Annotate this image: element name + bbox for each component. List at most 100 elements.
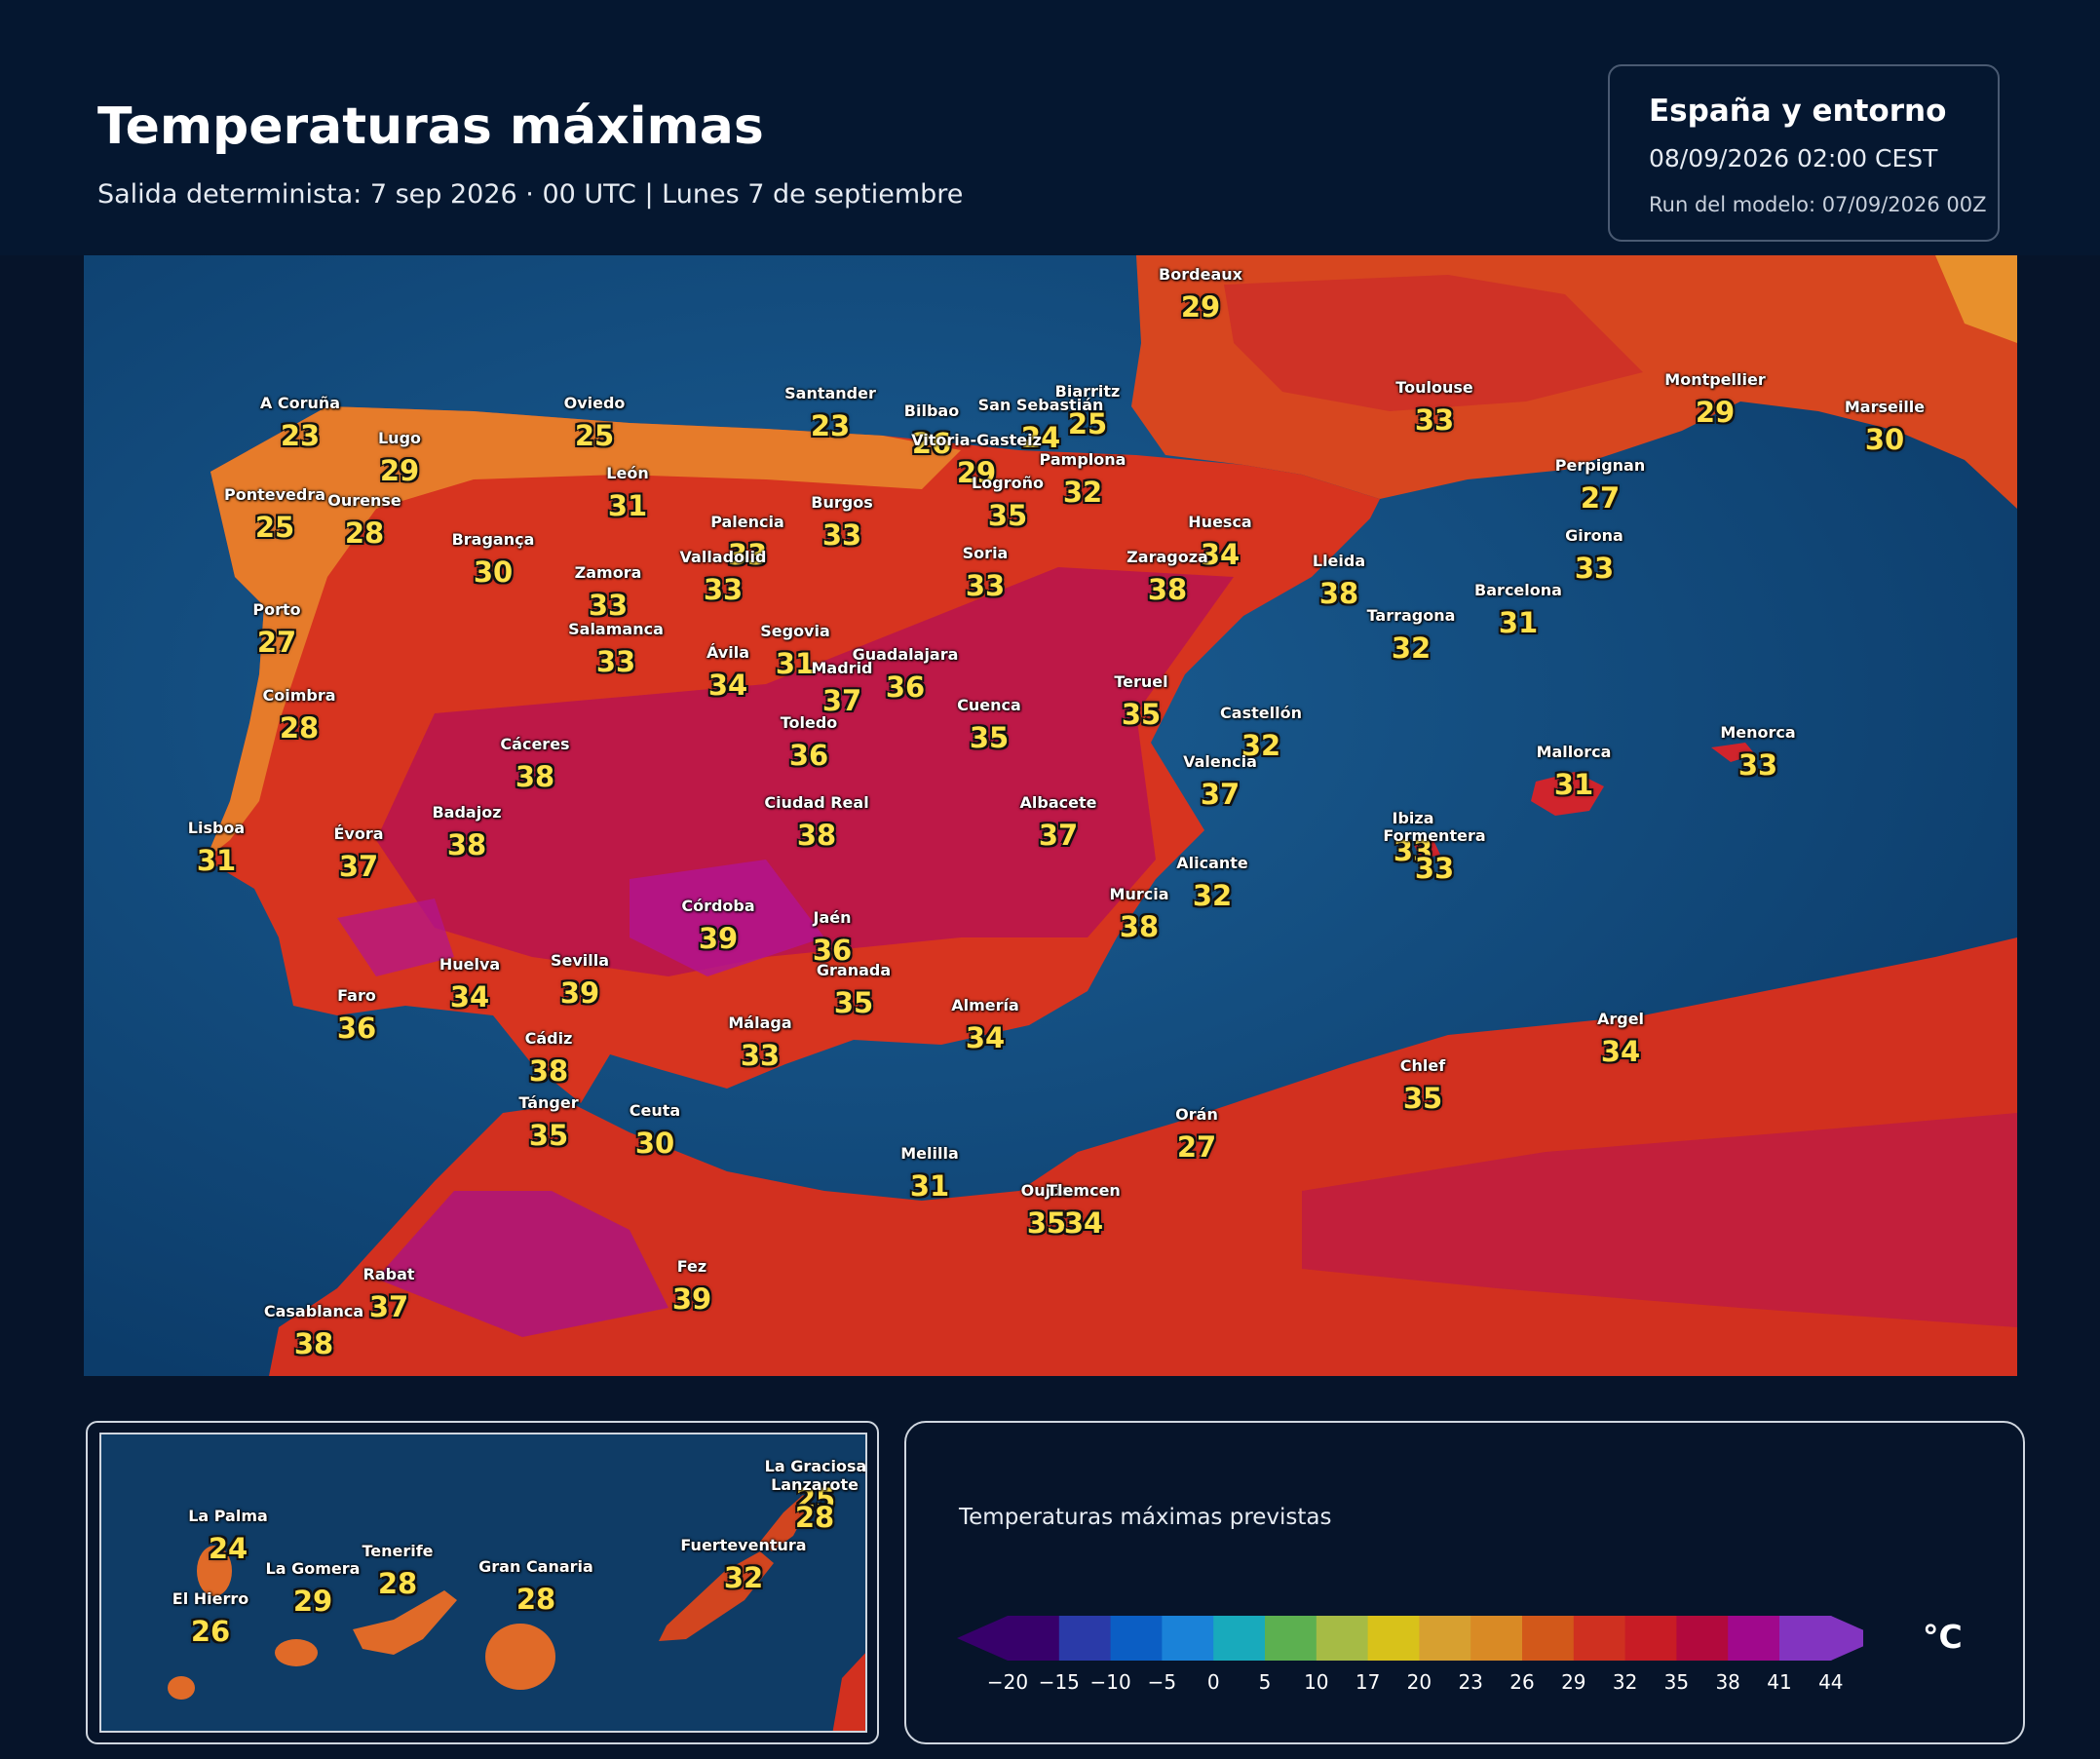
map-city-temp: 39 xyxy=(671,1282,712,1316)
map-city-temp: 33 xyxy=(965,569,1006,602)
map-city-temp: 34 xyxy=(707,669,748,702)
info-box: España y entorno 08/09/2026 02:00 CEST R… xyxy=(1608,64,2000,242)
map-city-name: Segovia xyxy=(760,622,830,640)
map-city-name: San Sebastián xyxy=(977,396,1104,414)
legend-tick-label: 29 xyxy=(1561,1670,1586,1694)
map-city-temp: 26 xyxy=(911,427,952,460)
map-city-name: Cádiz xyxy=(524,1029,573,1048)
legend-arrow-low xyxy=(957,1616,1008,1661)
temperature-map[interactable]: Bordeaux 29 Toulouse 33 Montpellier 29 Marseil… xyxy=(84,255,2017,1376)
map-city-temp: 31 xyxy=(1498,606,1539,639)
map-city-name: Montpellier xyxy=(1664,370,1766,389)
legend-color-segment xyxy=(1676,1616,1729,1661)
map-city-temp: 23 xyxy=(280,419,321,452)
legend-tick-label: 26 xyxy=(1509,1670,1535,1694)
map-city-name: Palencia xyxy=(710,513,784,531)
map-city-temp: 25 xyxy=(1067,407,1108,440)
map-city-name: Coimbra xyxy=(262,686,336,705)
map-city-temp: 38 xyxy=(796,819,837,852)
legend-color-segment xyxy=(1110,1616,1163,1661)
map-city-temp: 32 xyxy=(1062,476,1103,509)
map-city-name: Jaén xyxy=(813,908,852,927)
legend-tick-label: 41 xyxy=(1767,1670,1792,1694)
map-city-temp: 33 xyxy=(588,589,629,622)
map-city-temp: 33 xyxy=(1737,748,1778,782)
map-city-temp: 32 xyxy=(1391,631,1432,665)
legend-tick-label: 35 xyxy=(1663,1670,1690,1694)
map-city-temp: 30 xyxy=(473,555,514,589)
map-city-temp: 34 xyxy=(1063,1206,1104,1240)
fuerteventura-island xyxy=(659,1551,774,1641)
map-city-temp: 34 xyxy=(449,980,490,1013)
map-city-temp: 33 xyxy=(595,645,636,678)
canarias-map[interactable]: La Graciosa 25 Lanzarote 28 La Palma 24 Fuerte… xyxy=(99,1433,867,1733)
map-city-temp: 32 xyxy=(1241,729,1281,762)
canarias-city-name: El Hierro xyxy=(172,1589,249,1608)
header: Temperaturas máximas Salida determinista… xyxy=(0,0,2100,255)
map-city-name: Pontevedra xyxy=(223,485,326,504)
map-city-name: Lugo xyxy=(377,429,422,447)
map-city-name: Málaga xyxy=(728,1013,792,1032)
map-city-name: Ávila xyxy=(706,643,750,662)
legend-color-segment xyxy=(1470,1616,1523,1661)
map-city-name: Perpignan xyxy=(1554,456,1646,475)
map-city-name: Zaragoza xyxy=(1126,548,1208,566)
canarias-inset: La Graciosa 25 Lanzarote 28 La Palma 24 Fuerte… xyxy=(86,1421,879,1744)
map-city-name: Rabat xyxy=(363,1265,415,1283)
legend-color-segment xyxy=(1316,1616,1369,1661)
map-city-name: Évora xyxy=(333,824,384,843)
legend-color-segment xyxy=(1522,1616,1575,1661)
legend-arrow-high xyxy=(1830,1616,1863,1661)
map-city-temp: 36 xyxy=(885,670,926,704)
map-city-temp: 35 xyxy=(1026,1206,1067,1240)
map-city-name: Ciudad Real xyxy=(764,793,869,812)
map-city-name: Huelva xyxy=(439,955,501,974)
map-city-temp: 38 xyxy=(515,760,555,793)
map-city-name: Argel xyxy=(1596,1010,1645,1028)
map-city-temp: 38 xyxy=(446,828,487,861)
map-city-temp: 27 xyxy=(1580,481,1621,515)
map-city-temp: 37 xyxy=(821,684,862,717)
lanzarote-island xyxy=(760,1495,811,1551)
map-city-name: Tarragona xyxy=(1366,606,1456,625)
map-city-name: Vitoria-Gasteiz xyxy=(911,431,1042,449)
legend-color-segment xyxy=(1367,1616,1420,1661)
map-city-name: Castellón xyxy=(1220,704,1302,722)
map-city-name: Oujda xyxy=(1020,1181,1073,1200)
map-city-name: Madrid xyxy=(811,659,873,677)
map-city-temp: 27 xyxy=(256,626,297,659)
unit-label: °C xyxy=(1923,1618,1963,1656)
map-city-name: Murcia xyxy=(1109,885,1169,903)
map-city-name: Salamanca xyxy=(568,620,664,638)
map-city-name: Logroño xyxy=(972,474,1044,492)
map-city-name: Toledo xyxy=(780,713,838,732)
gran-canaria-island xyxy=(485,1624,555,1690)
map-city-name: Sevilla xyxy=(550,951,610,970)
map-city-temp: 29 xyxy=(1695,396,1736,429)
map-city-temp: 36 xyxy=(812,934,853,967)
color-legend: Temperaturas máximas previstas °C −20 −15… xyxy=(904,1421,2025,1744)
map-city-name: Bilbao xyxy=(903,402,960,420)
legend-color-segment xyxy=(1419,1616,1471,1661)
map-city-name: Lleida xyxy=(1312,552,1366,570)
map-city-name: Granada xyxy=(816,961,892,979)
canarias-city-temp: 26 xyxy=(190,1615,231,1648)
map-city-temp: 36 xyxy=(336,1012,377,1045)
map-city-name: Orán xyxy=(1175,1105,1218,1124)
map-city-temp: 34 xyxy=(965,1021,1006,1054)
map-city-name: Chlef xyxy=(1399,1056,1446,1075)
map-city-name: Fez xyxy=(676,1257,707,1276)
map-city-temp: 33 xyxy=(1574,552,1615,585)
map-city-temp: 37 xyxy=(1038,819,1079,852)
legend-color-segment xyxy=(1779,1616,1832,1661)
canarias-city-temp: 25 xyxy=(795,1482,836,1515)
map-city-temp: 28 xyxy=(344,516,385,550)
map-city-name: Huesca xyxy=(1188,513,1252,531)
map-city-name: Bordeaux xyxy=(1159,265,1242,284)
legend-tick-label: 38 xyxy=(1715,1670,1740,1694)
map-city-name: Valladolid xyxy=(679,548,767,566)
canarias-city-name: La Gomera xyxy=(265,1559,361,1578)
el-hierro-island xyxy=(168,1676,195,1700)
map-city-name: A Coruña xyxy=(259,394,341,412)
map-city-temp: 31 xyxy=(1553,768,1594,801)
